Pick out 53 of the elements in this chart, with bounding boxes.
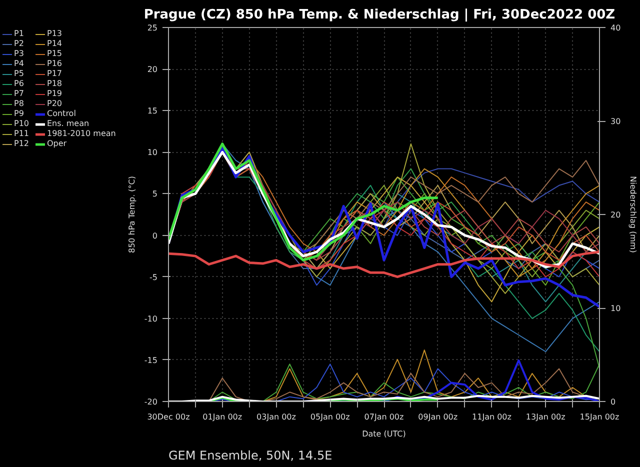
x-tick-label: 01Jan 00z: [202, 412, 242, 422]
x-tick-label: 13Jan 00z: [526, 412, 566, 422]
y2-tick-label: 0: [610, 398, 616, 406]
y-tick-label: 20: [147, 65, 158, 74]
legend-label: 1981-2010 mean: [47, 129, 116, 138]
legend-label: P2: [14, 39, 25, 48]
legend-label: P6: [14, 79, 25, 88]
legend-label: Control: [47, 109, 76, 118]
legend-label: P9: [14, 109, 25, 118]
legend-label: P19: [47, 89, 64, 98]
y-tick-label: -5: [150, 272, 158, 282]
chart-title: Prague (CZ) 850 hPa Temp. & Niederschlag | Fri, 30Dec2022 00Z: [144, 8, 616, 22]
legend-label: P13: [47, 29, 64, 38]
y-tick-label: -15: [144, 356, 158, 365]
legend-label: P14: [47, 39, 64, 48]
legend-label: P7: [14, 89, 25, 98]
legend-label: P10: [14, 119, 30, 128]
legend-label: Ens. mean: [47, 119, 90, 128]
y-tick-label: -10: [144, 314, 158, 324]
legend-label: Oper: [47, 139, 67, 148]
legend-label: P11: [14, 129, 30, 138]
legend-label: P1: [14, 29, 25, 38]
y-tick-label: 10: [147, 148, 158, 158]
y-tick-label: 5: [152, 190, 158, 199]
x-axis-title: Date (UTC): [362, 430, 406, 438]
y-tick-label: 15: [147, 106, 158, 116]
x-tick-label: 03Jan 00z: [256, 412, 296, 422]
y2-axis-title: Niederschlag (mm): [628, 176, 638, 253]
x-tick-label: 07Jan 00z: [364, 412, 404, 422]
legend-label: P12: [14, 139, 30, 148]
legend-label: P3: [14, 49, 25, 58]
y-tick-label: -20: [144, 398, 158, 406]
text: GEM Ensemble, 50N, 14.5E: [168, 448, 332, 462]
legend-label: P8: [14, 99, 25, 108]
x-tick-label: 09Jan 00z: [418, 412, 458, 422]
y2-tick-label: 10: [610, 304, 621, 313]
legend-label: P15: [47, 49, 64, 58]
legend-label: P4: [14, 59, 25, 68]
y-tick-label: 25: [147, 24, 158, 32]
legend-label: P17: [47, 69, 64, 78]
y-tick-label: 0: [152, 231, 158, 240]
x-tick-label: 05Jan 00z: [310, 412, 350, 422]
x-tick-label: 30Dec 00z: [147, 412, 190, 422]
x-tick-label: 15Jan 00z: [580, 412, 620, 422]
legend-label: P5: [14, 69, 25, 78]
y-axis-title: 850 hPa Temp. (°C): [127, 176, 136, 254]
legend-label: P18: [47, 79, 64, 88]
y2-tick-label: 20: [610, 210, 621, 220]
y2-tick-label: 30: [610, 117, 621, 126]
y2-tick-label: 40: [610, 24, 621, 32]
x-tick-label: 11Jan 00z: [472, 412, 512, 422]
legend-label: P16: [47, 59, 64, 68]
legend-label: P20: [47, 99, 64, 108]
